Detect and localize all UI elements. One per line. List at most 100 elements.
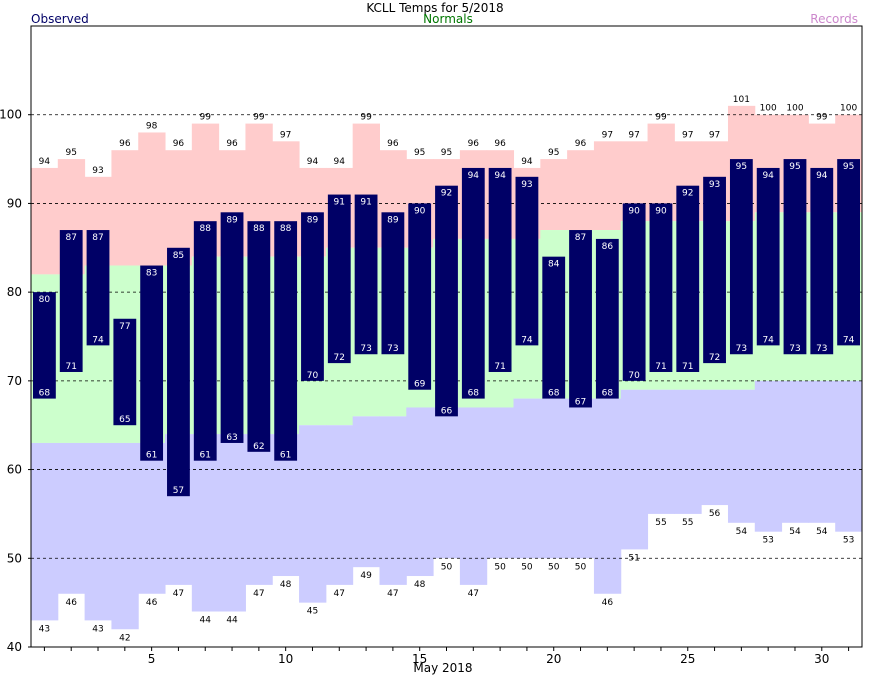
record-low-label: 50 bbox=[575, 562, 587, 572]
observed-high-label: 94 bbox=[816, 171, 828, 181]
observed-bar bbox=[756, 167, 780, 346]
record-low-label: 42 bbox=[119, 633, 130, 643]
y-tick-label: 40 bbox=[7, 640, 22, 654]
observed-bar bbox=[274, 221, 298, 461]
observed-bar bbox=[33, 292, 56, 399]
y-tick-label: 60 bbox=[7, 463, 22, 477]
observed-high-label: 95 bbox=[843, 162, 854, 172]
observed-bar bbox=[167, 247, 190, 497]
record-high-label: 97 bbox=[602, 130, 613, 140]
observed-high-label: 77 bbox=[119, 322, 130, 332]
observed-low-label: 72 bbox=[709, 353, 720, 363]
observed-high-label: 94 bbox=[762, 171, 774, 181]
y-tick-label: 90 bbox=[7, 196, 22, 210]
observed-low-label: 62 bbox=[253, 442, 264, 452]
legend-observed-label: Observed bbox=[31, 12, 89, 26]
record-high-band bbox=[593, 141, 622, 231]
observed-low-label: 71 bbox=[682, 362, 693, 372]
record-high-label: 100 bbox=[840, 104, 857, 114]
observed-low-label: 73 bbox=[387, 344, 398, 354]
record-low-label: 53 bbox=[762, 536, 773, 546]
observed-high-label: 93 bbox=[521, 180, 532, 190]
record-low-label: 47 bbox=[334, 589, 345, 599]
record-low-label: 46 bbox=[146, 598, 158, 608]
observed-low-label: 68 bbox=[39, 389, 51, 399]
record-low-band bbox=[111, 442, 139, 630]
observed-bar bbox=[327, 194, 351, 364]
observed-low-label: 72 bbox=[334, 353, 345, 363]
legend-normals-label: Normals bbox=[423, 12, 473, 26]
observed-bar bbox=[435, 185, 458, 417]
record-low-label: 54 bbox=[789, 527, 801, 537]
record-high-label: 99 bbox=[253, 113, 265, 123]
x-tick-label: 5 bbox=[148, 652, 156, 666]
record-high-label: 99 bbox=[655, 113, 667, 123]
observed-high-label: 88 bbox=[200, 224, 212, 234]
observed-bar bbox=[703, 176, 726, 364]
record-high-label: 99 bbox=[360, 113, 372, 123]
record-high-label: 100 bbox=[786, 104, 803, 114]
record-low-label: 54 bbox=[736, 527, 748, 537]
observed-bar bbox=[86, 230, 110, 346]
record-low-label: 43 bbox=[92, 624, 103, 634]
chart-title: KCLL Temps for 5/2018 bbox=[366, 1, 503, 15]
y-tick-label: 100 bbox=[0, 108, 22, 122]
observed-high-label: 91 bbox=[360, 198, 371, 208]
record-low-label: 43 bbox=[39, 624, 50, 634]
observed-low-label: 73 bbox=[816, 344, 827, 354]
observed-bar bbox=[542, 256, 566, 399]
observed-high-label: 83 bbox=[146, 269, 157, 279]
record-low-band bbox=[459, 407, 488, 585]
record-high-label: 98 bbox=[146, 121, 158, 131]
record-low-band bbox=[299, 425, 327, 603]
record-low-band bbox=[57, 442, 86, 594]
observed-high-label: 94 bbox=[468, 171, 480, 181]
observed-bar bbox=[140, 265, 164, 461]
observed-low-label: 68 bbox=[468, 389, 480, 399]
record-low-label: 53 bbox=[843, 536, 854, 546]
record-low-band bbox=[433, 407, 461, 559]
observed-high-label: 91 bbox=[334, 198, 345, 208]
record-low-label: 54 bbox=[816, 527, 828, 537]
record-low-band bbox=[31, 442, 59, 621]
record-low-band bbox=[647, 389, 675, 514]
observed-bar bbox=[193, 221, 217, 461]
record-low-band bbox=[486, 407, 515, 559]
record-high-label: 96 bbox=[119, 139, 131, 149]
record-low-label: 48 bbox=[414, 580, 426, 590]
record-low-label: 56 bbox=[709, 509, 721, 519]
observed-low-label: 73 bbox=[789, 344, 800, 354]
observed-high-label: 92 bbox=[682, 189, 693, 199]
observed-low-label: 74 bbox=[521, 335, 533, 345]
record-high-label: 96 bbox=[173, 139, 185, 149]
record-high-band bbox=[138, 132, 166, 266]
observed-low-label: 73 bbox=[360, 344, 371, 354]
record-low-label: 50 bbox=[521, 562, 533, 572]
record-high-band bbox=[540, 159, 568, 231]
observed-high-label: 90 bbox=[414, 206, 426, 216]
observed-low-label: 70 bbox=[628, 371, 640, 381]
y-tick-label: 50 bbox=[7, 551, 22, 565]
observed-bar bbox=[461, 167, 485, 399]
record-low-label: 44 bbox=[200, 616, 212, 626]
observed-bar bbox=[59, 230, 83, 372]
record-low-label: 47 bbox=[253, 589, 264, 599]
observed-high-label: 89 bbox=[387, 215, 399, 225]
observed-high-label: 89 bbox=[226, 215, 238, 225]
observed-high-label: 95 bbox=[789, 162, 800, 172]
observed-low-label: 71 bbox=[655, 362, 666, 372]
observed-bar bbox=[569, 230, 592, 408]
record-high-band bbox=[31, 167, 59, 275]
record-low-band bbox=[701, 389, 729, 506]
observed-bar bbox=[837, 159, 860, 346]
record-low-label: 45 bbox=[307, 607, 318, 617]
observed-bar bbox=[220, 212, 244, 443]
observed-high-label: 90 bbox=[628, 206, 640, 216]
observed-bar bbox=[595, 238, 619, 399]
y-tick-label: 70 bbox=[7, 374, 22, 388]
record-low-band bbox=[513, 398, 541, 559]
record-low-band bbox=[754, 380, 783, 532]
observed-high-label: 84 bbox=[548, 260, 560, 270]
